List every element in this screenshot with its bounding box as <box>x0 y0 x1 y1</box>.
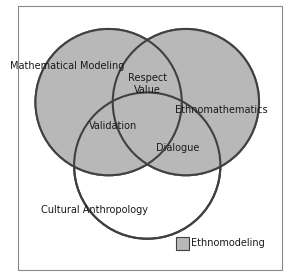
Circle shape <box>74 92 220 239</box>
Text: Respect
Value: Respect Value <box>128 73 167 95</box>
Bar <box>176 237 189 250</box>
Text: Ethnomathematics: Ethnomathematics <box>176 105 268 115</box>
Circle shape <box>113 29 259 175</box>
Polygon shape <box>35 29 259 175</box>
Text: Dialogue: Dialogue <box>156 143 199 153</box>
Circle shape <box>35 29 182 175</box>
Text: Cultural Anthropology: Cultural Anthropology <box>41 205 148 215</box>
Text: Validation: Validation <box>88 121 137 131</box>
Text: Mathematical Modeling: Mathematical Modeling <box>10 61 125 71</box>
Polygon shape <box>35 29 259 175</box>
Text: Ethnomodeling: Ethnomodeling <box>191 238 265 248</box>
